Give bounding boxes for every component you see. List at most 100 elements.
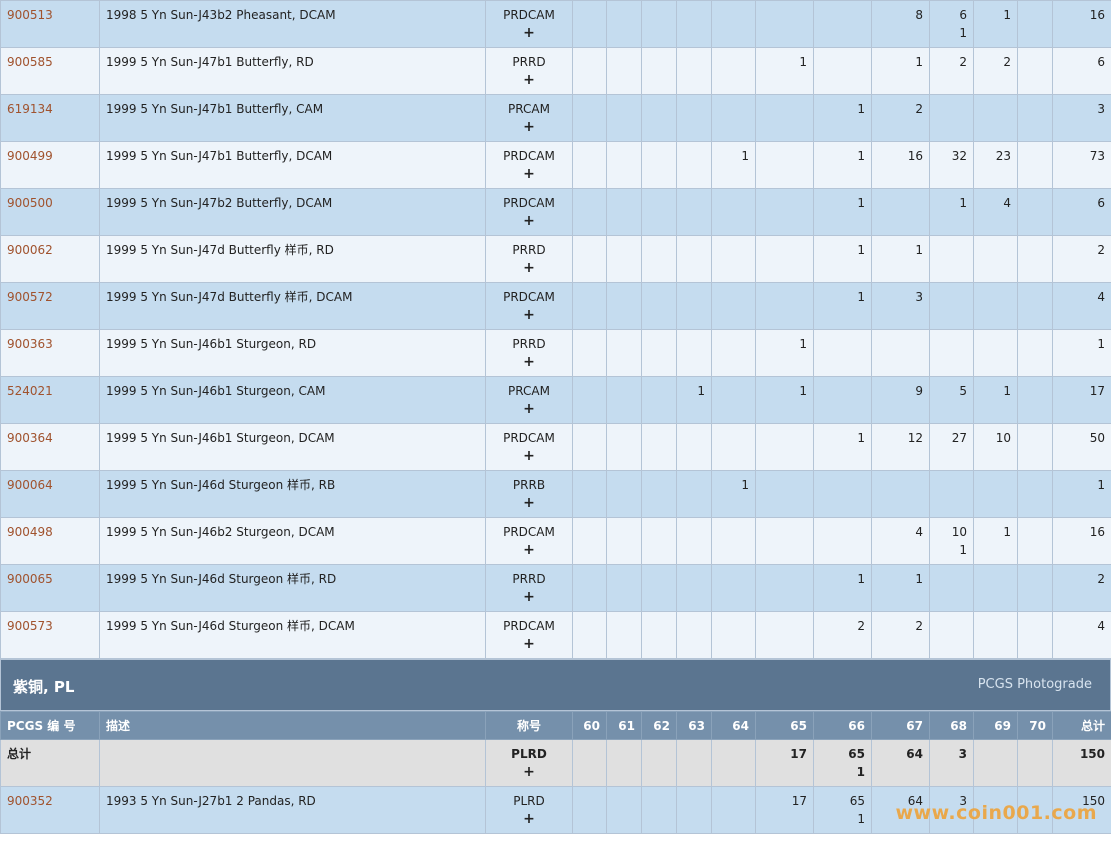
pcgs-number-link[interactable]: 900572 bbox=[7, 290, 53, 304]
pcgs-number-link[interactable]: 900573 bbox=[7, 619, 53, 633]
header-grade-62[interactable]: 62 bbox=[641, 711, 677, 740]
grade-cell bbox=[641, 517, 677, 565]
table-header-row: PCGS 编 号 描述 称号 60 61 62 63 64 65 66 67 6… bbox=[0, 711, 1111, 740]
header-grade-70[interactable]: 70 bbox=[1017, 711, 1053, 740]
description-cell: 1999 5 Yn Sun-J46b1 Sturgeon, CAM bbox=[99, 376, 486, 424]
expand-plus-icon[interactable]: + bbox=[523, 589, 535, 605]
pcgs-number-cell: 524021 bbox=[0, 376, 100, 424]
grade-cell: 4 bbox=[973, 188, 1018, 236]
description-cell: 1999 5 Yn Sun-J46b1 Sturgeon, DCAM bbox=[99, 423, 486, 471]
header-description[interactable]: 描述 bbox=[99, 711, 486, 740]
pcgs-number-link[interactable]: 900585 bbox=[7, 55, 53, 69]
grade-cell bbox=[572, 423, 607, 471]
pcgs-number-link[interactable]: 900499 bbox=[7, 149, 53, 163]
section-title: 紫铜, PL bbox=[13, 678, 75, 696]
photograde-link[interactable]: PCGS Photograde bbox=[977, 677, 1092, 692]
expand-plus-icon[interactable]: + bbox=[523, 495, 535, 511]
expand-plus-icon[interactable]: + bbox=[523, 448, 535, 464]
grade-cell: 1 bbox=[711, 141, 756, 189]
header-grade-65[interactable]: 65 bbox=[755, 711, 814, 740]
expand-plus-icon[interactable]: + bbox=[523, 636, 535, 652]
pcgs-number-link[interactable]: 900065 bbox=[7, 572, 53, 586]
table-row: 900513 1998 5 Yn Sun-J43b2 Pheasant, DCAM… bbox=[0, 0, 1111, 48]
expand-plus-icon[interactable]: + bbox=[523, 542, 535, 558]
grade-cell: 27 bbox=[929, 423, 974, 471]
expand-plus-icon[interactable]: + bbox=[523, 354, 535, 370]
pcgs-number-link[interactable]: 900062 bbox=[7, 243, 53, 257]
grade-cell: 1 bbox=[813, 564, 872, 612]
grade-cell bbox=[606, 282, 642, 330]
description-cell: 1999 5 Yn Sun-J46b1 Sturgeon, RD bbox=[99, 329, 486, 377]
expand-plus-icon[interactable]: + bbox=[523, 307, 535, 323]
total-cell: 150 bbox=[1052, 786, 1111, 834]
grade-cell bbox=[676, 188, 712, 236]
grade-cell: 1 bbox=[755, 47, 814, 95]
total-cell: 4 bbox=[1052, 282, 1111, 330]
expand-plus-icon[interactable]: + bbox=[523, 72, 535, 88]
grade-cell bbox=[755, 94, 814, 142]
expand-plus-icon[interactable]: + bbox=[523, 119, 535, 135]
pcgs-number-cell: 900585 bbox=[0, 47, 100, 95]
total-cell: 2 bbox=[1052, 564, 1111, 612]
grade-cell bbox=[755, 564, 814, 612]
population-table: 900513 1998 5 Yn Sun-J43b2 Pheasant, DCAM… bbox=[0, 0, 1111, 659]
expand-plus-icon[interactable]: + bbox=[523, 166, 535, 182]
grade-cell bbox=[676, 517, 712, 565]
header-grade-69[interactable]: 69 bbox=[973, 711, 1018, 740]
grade-cell bbox=[572, 188, 607, 236]
grade-cell bbox=[606, 94, 642, 142]
header-grade-61[interactable]: 61 bbox=[606, 711, 642, 740]
header-grade-67[interactable]: 67 bbox=[871, 711, 930, 740]
table-row: 900572 1999 5 Yn Sun-J47d Butterfly 样币, D… bbox=[0, 282, 1111, 330]
grade-cell bbox=[572, 739, 607, 787]
table-row: 900352 1993 5 Yn Sun-J27b1 2 Pandas, RD … bbox=[0, 786, 1111, 834]
pcgs-number-link[interactable]: 900500 bbox=[7, 196, 53, 210]
grade-cell: 65 1 bbox=[813, 739, 872, 787]
grade-cell bbox=[711, 0, 756, 48]
expand-plus-icon[interactable]: + bbox=[523, 213, 535, 229]
expand-plus-icon[interactable]: + bbox=[523, 25, 535, 41]
expand-plus-icon[interactable]: + bbox=[523, 401, 535, 417]
total-cell: 6 bbox=[1052, 47, 1111, 95]
grade-cell: 3 bbox=[871, 282, 930, 330]
pcgs-number-link[interactable]: 900352 bbox=[7, 794, 53, 808]
pcgs-number-link[interactable]: 900364 bbox=[7, 431, 53, 445]
grade-cell bbox=[711, 47, 756, 95]
total-cell: 50 bbox=[1052, 423, 1111, 471]
designation-cell: PRRD + bbox=[485, 329, 573, 377]
grade-cell: 64 bbox=[871, 739, 930, 787]
grade-cell bbox=[572, 564, 607, 612]
grade-cell: 1 bbox=[755, 329, 814, 377]
header-pcgs-number[interactable]: PCGS 编 号 bbox=[0, 711, 100, 740]
grade-cell: 2 bbox=[813, 611, 872, 659]
grade-cell bbox=[755, 423, 814, 471]
pcgs-number-link[interactable]: 900513 bbox=[7, 8, 53, 22]
header-grade-64[interactable]: 64 bbox=[711, 711, 756, 740]
grade-cell bbox=[929, 564, 974, 612]
header-grade-60[interactable]: 60 bbox=[572, 711, 607, 740]
grade-cell bbox=[572, 141, 607, 189]
grade-cell bbox=[1017, 282, 1053, 330]
header-grade-63[interactable]: 63 bbox=[676, 711, 712, 740]
pcgs-number-link[interactable]: 524021 bbox=[7, 384, 53, 398]
grade-cell: 1 bbox=[813, 94, 872, 142]
grade-cell: 23 bbox=[973, 141, 1018, 189]
expand-plus-icon[interactable]: + bbox=[523, 260, 535, 276]
header-total[interactable]: 总计 bbox=[1052, 711, 1111, 740]
pcgs-number-link[interactable]: 900064 bbox=[7, 478, 53, 492]
grade-cell: 1 bbox=[676, 376, 712, 424]
expand-plus-icon[interactable]: + bbox=[523, 764, 535, 780]
pcgs-number-link[interactable]: 619134 bbox=[7, 102, 53, 116]
description-cell: 1999 5 Yn Sun-J47b1 Butterfly, RD bbox=[99, 47, 486, 95]
pcgs-number-link[interactable]: 900363 bbox=[7, 337, 53, 351]
header-grade-68[interactable]: 68 bbox=[929, 711, 974, 740]
header-designation[interactable]: 称号 bbox=[485, 711, 573, 740]
total-cell: 16 bbox=[1052, 517, 1111, 565]
expand-plus-icon[interactable]: + bbox=[523, 811, 535, 827]
grade-cell bbox=[973, 329, 1018, 377]
grade-cell bbox=[973, 786, 1018, 834]
header-grade-66[interactable]: 66 bbox=[813, 711, 872, 740]
grade-cell: 1 bbox=[871, 47, 930, 95]
pcgs-number-link[interactable]: 900498 bbox=[7, 525, 53, 539]
